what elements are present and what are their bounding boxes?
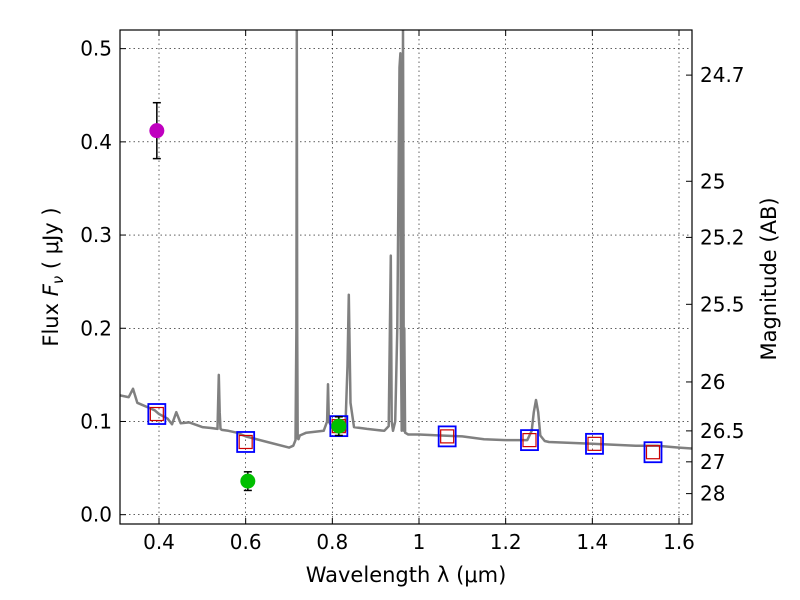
- model-flux-marker: [440, 429, 455, 444]
- model-flux-marker: [238, 434, 253, 450]
- y-tick-label: 0.2: [80, 316, 112, 340]
- x-tick-label: 1: [413, 530, 426, 554]
- y-tick-label: 0.4: [80, 130, 112, 154]
- observed-photometry-point: [331, 418, 347, 434]
- x-tick-label: 1.4: [576, 530, 608, 554]
- y2-tick-label: 25.5: [700, 292, 745, 316]
- model-photometry-box: [147, 403, 167, 425]
- plot-area: [120, 30, 692, 524]
- y2-tick-label: 25: [700, 169, 725, 193]
- x-tick-label: 0.4: [143, 530, 175, 554]
- y-tick-label: 0.1: [80, 409, 112, 433]
- spectrum-line: [120, 30, 692, 450]
- y2-tick-label: 26.5: [700, 419, 745, 443]
- x-axis-label: Wavelength λ (μm): [306, 563, 507, 587]
- x-tick-label: 0.8: [316, 530, 348, 554]
- plot-frame: [119, 29, 693, 525]
- y-axis-label: Flux Fν ( μJy ): [39, 207, 67, 346]
- model-flux-marker: [522, 433, 537, 448]
- model-photometry-box: [437, 425, 457, 448]
- photometry-layer: [147, 101, 663, 492]
- y-tick-label: 0.0: [80, 503, 112, 527]
- observed-photometry-point: [240, 473, 256, 489]
- model-flux-marker: [587, 436, 602, 451]
- model-photometry-box: [643, 441, 663, 464]
- y2-tick-label: 24.7: [700, 63, 745, 87]
- x-tick-label: 1.6: [663, 530, 695, 554]
- spectrum-layer: [120, 30, 692, 450]
- model-flux-marker: [149, 406, 164, 422]
- y2-tick-label: 28: [700, 482, 725, 506]
- model-photometry-box: [236, 431, 256, 453]
- model-flux-marker: [645, 445, 661, 460]
- model-photometry-box: [520, 429, 539, 452]
- x-tick-label: 1.2: [490, 530, 522, 554]
- y2-tick-label: 27: [700, 450, 725, 474]
- y2-axis-label: Magnitude (AB): [757, 197, 781, 360]
- y2-tick-label: 25.2: [700, 225, 745, 249]
- model-photometry-box: [585, 432, 604, 455]
- x-tick-label: 0.6: [230, 530, 262, 554]
- grid: [120, 30, 692, 524]
- y-tick-label: 0.3: [80, 223, 112, 247]
- observed-photometry-point: [149, 123, 165, 139]
- y-tick-label: 0.5: [80, 37, 112, 61]
- y-label-prefix: Flux: [39, 296, 63, 346]
- y-label-subscript: ν: [49, 276, 67, 284]
- y-label-suffix: ( μJy ): [39, 207, 63, 275]
- y-label-symbol: F: [39, 283, 63, 296]
- y2-tick-label: 26: [700, 370, 725, 394]
- ticks: 0.4 0.6 0.8 1 1.2 1.4 1.6 0.0 0.1 0.2 0.3 0.4 0.5 24.…: [80, 30, 745, 554]
